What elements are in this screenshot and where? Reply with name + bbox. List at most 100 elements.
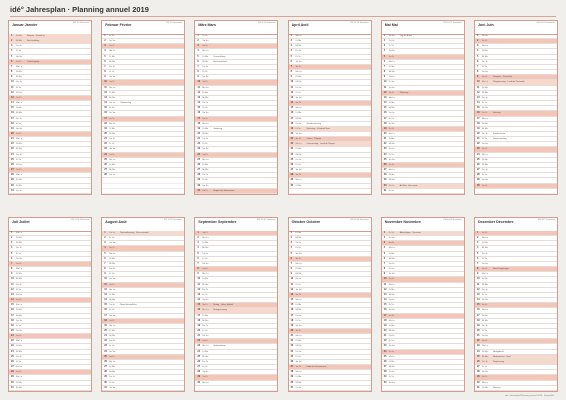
weekday-label: Sa Sa — [16, 163, 22, 166]
day-number: 20 — [290, 131, 294, 135]
weekday-label: Di Ma — [388, 138, 395, 141]
day-number: 20 — [476, 328, 480, 332]
day-number: 11 — [197, 282, 200, 286]
holiday-note: Mariä Empfängnis — [492, 268, 510, 271]
weekday-label: Mi Me — [16, 148, 22, 151]
day-number: 17 — [290, 313, 294, 317]
day-row: 5 Do Je — [195, 252, 278, 257]
day-row: 10 So Di — [195, 80, 278, 86]
weekday-label: Mo Lu — [388, 60, 395, 63]
day-number: 29 — [104, 375, 107, 379]
weekday-label: Mi Me — [16, 40, 22, 43]
day-number: 20 — [104, 328, 107, 332]
weekday-label: Mo Lu — [109, 324, 116, 327]
weekday-label: Fr Ve — [388, 117, 394, 120]
weekday-label: Do Je — [295, 278, 302, 281]
weekday-label: Di Ma — [109, 293, 115, 296]
day-row: 28 Fr Ve — [474, 173, 557, 179]
day-number: 6 — [383, 59, 386, 63]
day-row: 22 Mo Lu Ostermontag · Lundi de Pâques — [288, 142, 371, 148]
day-number: 6 — [104, 59, 106, 63]
weekday-label: Fr Ve — [16, 158, 22, 161]
weekday-label: Sa Sa — [109, 40, 116, 43]
day-row: 28 Mi Me — [102, 370, 185, 376]
day-number: 9 — [11, 272, 13, 276]
day-row: 31 Do Je — [288, 386, 371, 391]
weekday-label: Fr Ve — [295, 55, 301, 58]
day-row: 4 So Di — [102, 246, 185, 252]
weekday-label: So Di — [109, 247, 115, 250]
day-row: 9 So Di Pfingsten · Pentecôte — [474, 75, 557, 81]
footer-text: idé° Jahresplan/Planning annuel 2019 · F… — [505, 395, 554, 397]
day-row: 17 Di Ma — [195, 313, 278, 319]
weekday-label: Do Je — [295, 386, 302, 389]
weekday-label: Fr Ve — [295, 355, 301, 358]
weekday-label: Fr Ve — [295, 247, 301, 250]
day-number: 27 — [197, 168, 201, 172]
day-number: 2 — [290, 39, 292, 43]
day-number: 31 — [197, 188, 201, 192]
day-row: 29 Mo Lu — [9, 375, 91, 381]
day-row: 30 Di Ma — [9, 381, 91, 386]
day-number: 10 — [11, 80, 14, 84]
weekday-label: So Di — [202, 268, 208, 271]
day-number: 14 — [383, 101, 387, 105]
day-row: 22 Mi Me — [381, 142, 464, 148]
day-row: 26 Fr Ve — [9, 360, 91, 366]
weekday-label: Mi Me — [202, 96, 209, 99]
day-number: 11 — [290, 282, 294, 286]
day-row: 12 Sa Sa — [288, 288, 371, 293]
weekday-label: So Di — [481, 184, 488, 187]
day-row: 7 Sa Sa — [474, 262, 557, 268]
weekday-label: Fr Ve — [295, 127, 301, 130]
weekday-label: Fr Ve — [109, 345, 115, 348]
day-row: 24 Di Ma Heiligabend — [474, 349, 557, 355]
day-row: 16 So Di Vatertag — [474, 111, 557, 117]
day-number: 16 — [290, 111, 294, 115]
holiday-note: Pfingsten · Pentecôte — [492, 76, 513, 79]
weekday-label: So Di — [202, 45, 208, 48]
weekday-label: Sa Sa — [109, 278, 116, 281]
day-row: 31 Mi Me — [9, 386, 91, 391]
day-row: 5 Di Ma — [102, 55, 185, 60]
day-number: 14 — [476, 101, 480, 105]
day-row: 17 Di Ma — [474, 314, 557, 319]
day-row: 17 Mi Me — [288, 117, 371, 122]
weekday-label: So Di — [481, 112, 488, 115]
weekday-label: Sa Sa — [481, 35, 488, 37]
day-number: 23 — [476, 147, 480, 151]
day-row: 23 Fr Ve — [102, 344, 185, 350]
day-number: 12 — [11, 287, 14, 291]
weekday-label: Fr Ve — [388, 232, 394, 234]
day-number: 12 — [197, 287, 201, 291]
day-number: 7 — [197, 64, 199, 68]
day-row: 14 Sa Sa — [474, 298, 557, 304]
day-row: 16 Fr Ve — [102, 308, 185, 314]
day-list: 1 Mo Lu 2 Di Ma 3 Mi Me 4 Do Je 5 Fr Ve 6 Sa Sa 7 So … — [9, 231, 91, 391]
day-number: 2 — [383, 39, 386, 43]
day-number: 3 — [197, 44, 199, 48]
month-name: November Novembre — [384, 220, 421, 224]
day-row: 20 Mi Me — [195, 132, 278, 138]
weekday-label: Mi Me — [109, 169, 116, 172]
weekday-label: Do Je — [388, 76, 395, 79]
day-number: 24 — [476, 349, 480, 353]
weekday-label: Di Ma — [16, 381, 22, 384]
holiday-note: Sommeranfang — [492, 138, 507, 141]
empty-row — [195, 385, 278, 391]
day-number: 21 — [290, 334, 294, 338]
day-number: 29 — [383, 178, 387, 182]
day-number: 4 — [11, 246, 13, 250]
weekday-label: Sa Sa — [202, 335, 209, 338]
day-row: 8 So Di Mariä Empfängnis — [474, 267, 557, 273]
day-row: 11 Di Ma — [474, 86, 557, 91]
day-number: 17 — [197, 313, 201, 317]
day-row: 8 So Di — [195, 267, 278, 273]
day-number: 30 — [383, 183, 387, 187]
weekday-label: Di Ma — [109, 163, 115, 166]
weekday-label: Di Ma — [109, 329, 115, 332]
day-number: 31 — [476, 385, 480, 389]
day-row: 9 Di Ma — [9, 272, 91, 278]
day-row: 29 Fr Ve — [381, 375, 464, 381]
day-number: 13 — [197, 292, 201, 296]
